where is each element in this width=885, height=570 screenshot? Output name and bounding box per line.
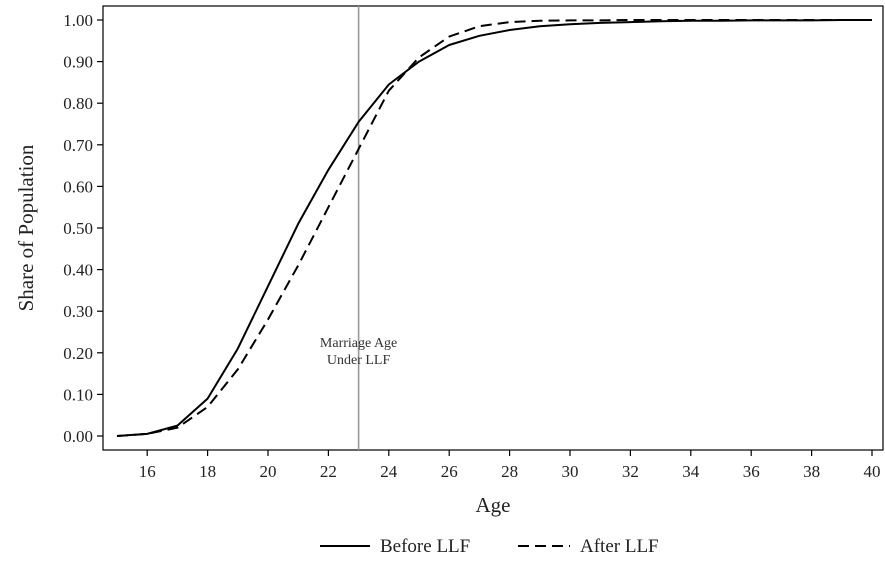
x-tick-label: 28 [501,462,518,481]
legend: Before LLF After LLF [320,536,659,557]
plot-frame [102,5,884,451]
x-tick-label: 38 [803,462,820,481]
y-tick-label: 0.00 [63,427,93,446]
legend-before-llf-label: Before LLF [380,536,470,557]
before-llf-line [116,19,872,437]
x-tick-label: 32 [622,462,639,481]
legend-after-llf-label: After LLF [580,536,659,557]
x-tick-label: 36 [743,462,760,481]
x-tick-label: 16 [139,462,156,481]
y-tick-label: 1.00 [63,11,93,30]
y-tick-label: 0.50 [63,219,93,238]
x-tick-label: 40 [864,462,881,481]
x-tick-label: 30 [562,462,579,481]
x-tick-label: 24 [380,462,398,481]
x-tick-label: 26 [441,462,458,481]
y-tick-label: 0.30 [63,302,93,321]
after-llf-line [116,19,872,437]
marriage-age-annotation: Marriage Age [320,336,397,351]
y-tick-label: 0.40 [63,261,93,280]
x-tick-label: 22 [320,462,337,481]
x-tick-label: 20 [260,462,277,481]
x-tick-label: 34 [682,462,700,481]
y-axis-title: Share of Population [14,144,38,311]
y-tick-label: 0.70 [63,136,93,155]
marriage-age-annotation: Under LLF [327,353,391,368]
y-tick-label: 0.20 [63,344,93,363]
x-axis-title: Age [476,493,511,517]
plot-area: 0.00 0.10 0.20 0.30 0.40 0.50 0.60 0.70 0.80 0.90… [63,5,884,481]
y-tick-label: 0.10 [63,385,93,404]
x-tick-label: 18 [199,462,216,481]
y-tick-label: 0.80 [63,94,93,113]
y-tick-label: 0.90 [63,53,93,72]
y-tick-label: 0.60 [63,177,93,196]
